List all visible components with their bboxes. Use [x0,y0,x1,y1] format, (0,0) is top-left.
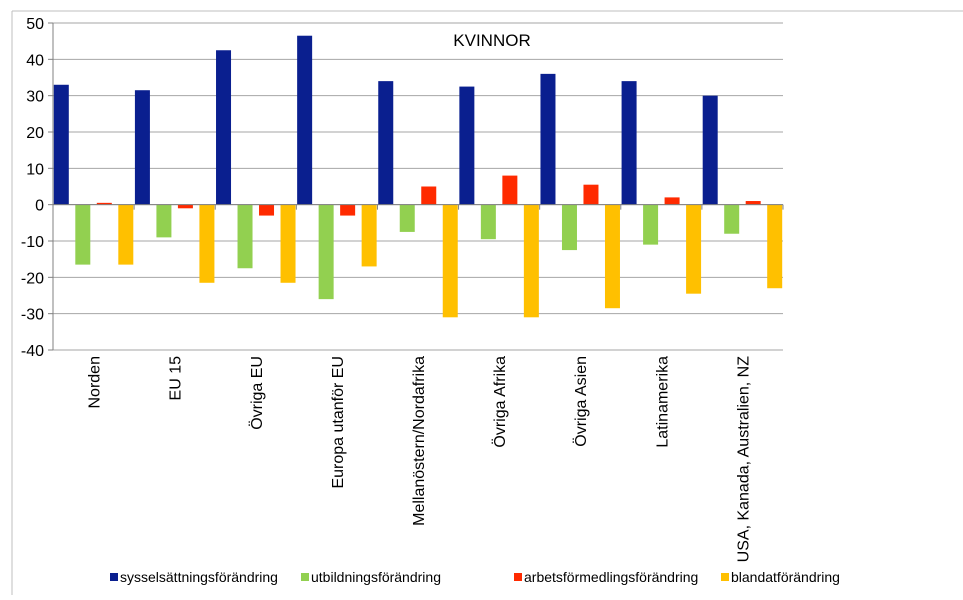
bar [237,204,253,269]
bar [724,204,740,234]
bar [621,81,637,205]
bar [643,204,659,245]
bar [502,175,518,205]
legend-swatch [721,573,729,581]
legend-label: arbetsförmedlingsförändring [524,569,698,585]
bar [480,204,496,240]
x-category-label: USA, Kanada, Australien, NZ [735,356,752,563]
bar [702,95,718,205]
bar [399,204,415,232]
bar [118,204,134,265]
x-category-label: EU 15 [168,356,185,401]
chart-title: KVINNOR [453,31,530,50]
gridlines [53,22,783,351]
bar [604,204,620,309]
bar [540,73,556,205]
x-category-label: Norden [87,356,104,408]
bar [280,204,296,283]
bar [459,86,475,205]
bar [664,197,680,205]
bar [745,201,761,205]
y-tick-label: -30 [21,307,44,324]
y-tick-label: 10 [26,161,44,178]
bar [767,204,783,289]
bar [75,204,91,265]
y-tick-label: 20 [26,125,44,142]
bar [297,35,313,205]
bar [442,204,458,318]
bar [561,204,577,251]
x-category-label: Övriga EU [248,356,266,430]
bar [318,204,334,300]
x-category-label: Övriga Asien [572,356,590,447]
bar [134,90,150,205]
bars [53,35,783,318]
legend-label: utbildningsförändring [311,569,441,585]
bar [96,202,112,205]
x-category-label: Europa utanför EU [330,356,347,489]
bar [378,81,394,205]
x-axis: Norden EU 15 Övriga EU Europa utanför EU Mel… [52,204,784,563]
bar [340,204,356,216]
bar [156,204,172,238]
legend-label: sysselsättningsförändring [120,569,278,585]
bar [583,184,599,205]
bar [259,204,275,216]
bar [421,186,437,205]
bar [523,204,539,318]
bar [177,204,193,209]
y-tick-label: -10 [21,234,44,251]
legend: sysselsättningsförändring utbildningsförä… [110,569,840,585]
legend-swatch [301,573,309,581]
x-category-label: Mellanöstern/Nordafrika [411,356,428,526]
x-category-label: Övriga Afrika [491,356,509,448]
y-tick-label: 50 [26,16,44,33]
y-axis: 50 40 30 20 10 0 -10 -20 -30 -40 [21,16,54,360]
bar [199,204,215,283]
y-tick-label: 30 [26,89,44,106]
legend-label: blandatförändring [731,569,840,585]
x-category-label: Latinamerika [654,356,671,448]
y-tick-label: 0 [35,198,44,215]
y-tick-label: 40 [26,52,44,69]
bar [216,50,232,205]
bar [53,84,69,205]
legend-swatch [514,573,522,581]
bar [361,204,377,267]
y-tick-label: -40 [21,343,44,360]
y-tick-label: -20 [21,270,44,287]
bar [686,204,702,294]
legend-swatch [110,573,118,581]
